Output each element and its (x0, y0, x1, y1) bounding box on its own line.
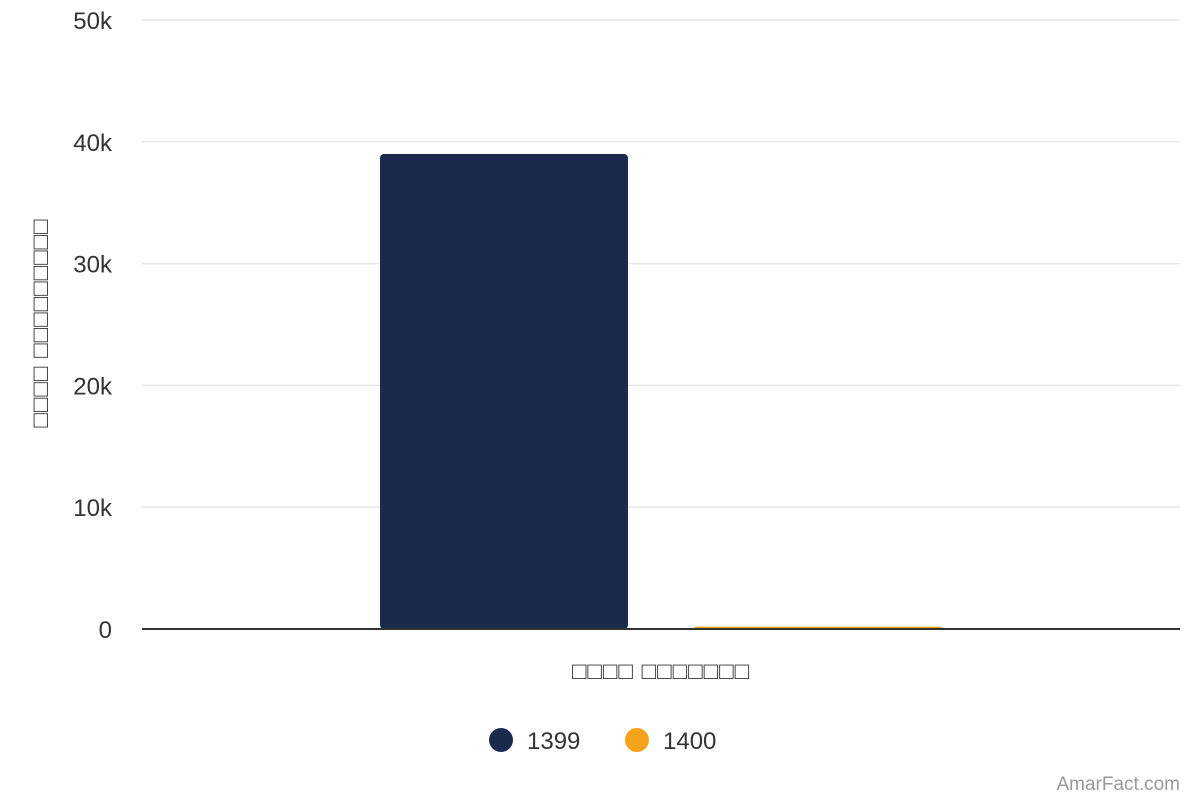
bar-1399[interactable] (380, 153, 628, 630)
credit-text[interactable]: AmarFact.com (1056, 774, 1180, 795)
legend-label: 1399 (527, 728, 580, 755)
y-tick-label: 20k (73, 373, 113, 400)
legend-label: 1400 (663, 728, 716, 755)
y-tick-label: 10k (73, 495, 113, 522)
legend-item-1400[interactable]: 1400 (625, 728, 716, 755)
legend-swatch (489, 728, 513, 752)
legend-item-1399[interactable]: 1399 (489, 728, 580, 755)
y-tick-label: 30k (73, 252, 113, 279)
gridlines (142, 19, 1180, 508)
x-axis-title: □□□□ □□□□□□□ (572, 658, 750, 685)
y-tick-label: 50k (73, 8, 113, 35)
y-tick-label: 0 (99, 617, 112, 644)
legend-swatch (625, 728, 649, 752)
y-axis-title: □□□□ □□□□□□□□□ (27, 218, 54, 427)
y-axis-ticks: 0 10k 20k 30k 40k 50k (73, 8, 113, 644)
bars (380, 153, 942, 630)
y-tick-label: 40k (73, 130, 113, 157)
legend: 1399 1400 (489, 728, 716, 755)
